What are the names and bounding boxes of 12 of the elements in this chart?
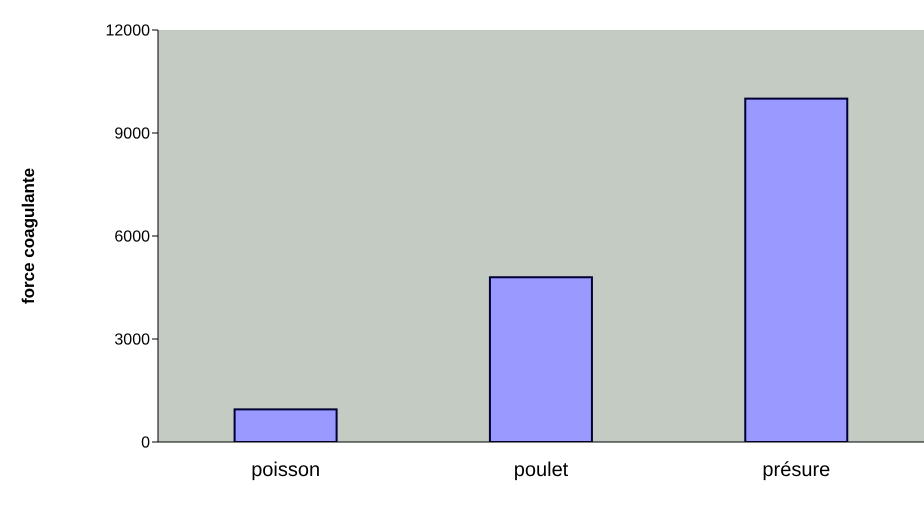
bar xyxy=(488,276,593,442)
y-tick-label: 9000 xyxy=(114,126,150,143)
y-tick-label: 0 xyxy=(141,434,150,452)
bar xyxy=(234,408,338,442)
y-axis-title: force coagulante xyxy=(19,168,38,304)
x-tick-label: poisson xyxy=(251,459,320,482)
x-tick-label: poulet xyxy=(514,459,569,482)
y-tick-label: 6000 xyxy=(114,228,150,246)
y-tick-label: 12000 xyxy=(106,22,150,40)
bar xyxy=(744,98,848,442)
x-tick-label: présure xyxy=(762,459,830,482)
y-tick-label: 3000 xyxy=(114,332,150,349)
